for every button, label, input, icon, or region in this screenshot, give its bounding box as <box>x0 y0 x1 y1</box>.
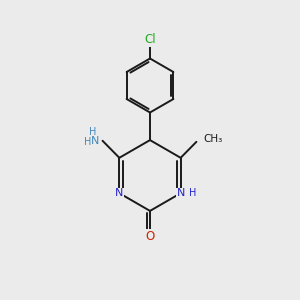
Text: CH₃: CH₃ <box>203 134 222 144</box>
Text: N: N <box>91 136 99 146</box>
Text: Cl: Cl <box>144 33 156 46</box>
Text: H: H <box>189 188 196 198</box>
Text: N: N <box>176 188 185 198</box>
Text: N: N <box>115 188 124 198</box>
Text: H: H <box>84 137 91 147</box>
Text: H: H <box>89 127 97 137</box>
Text: O: O <box>146 230 154 243</box>
